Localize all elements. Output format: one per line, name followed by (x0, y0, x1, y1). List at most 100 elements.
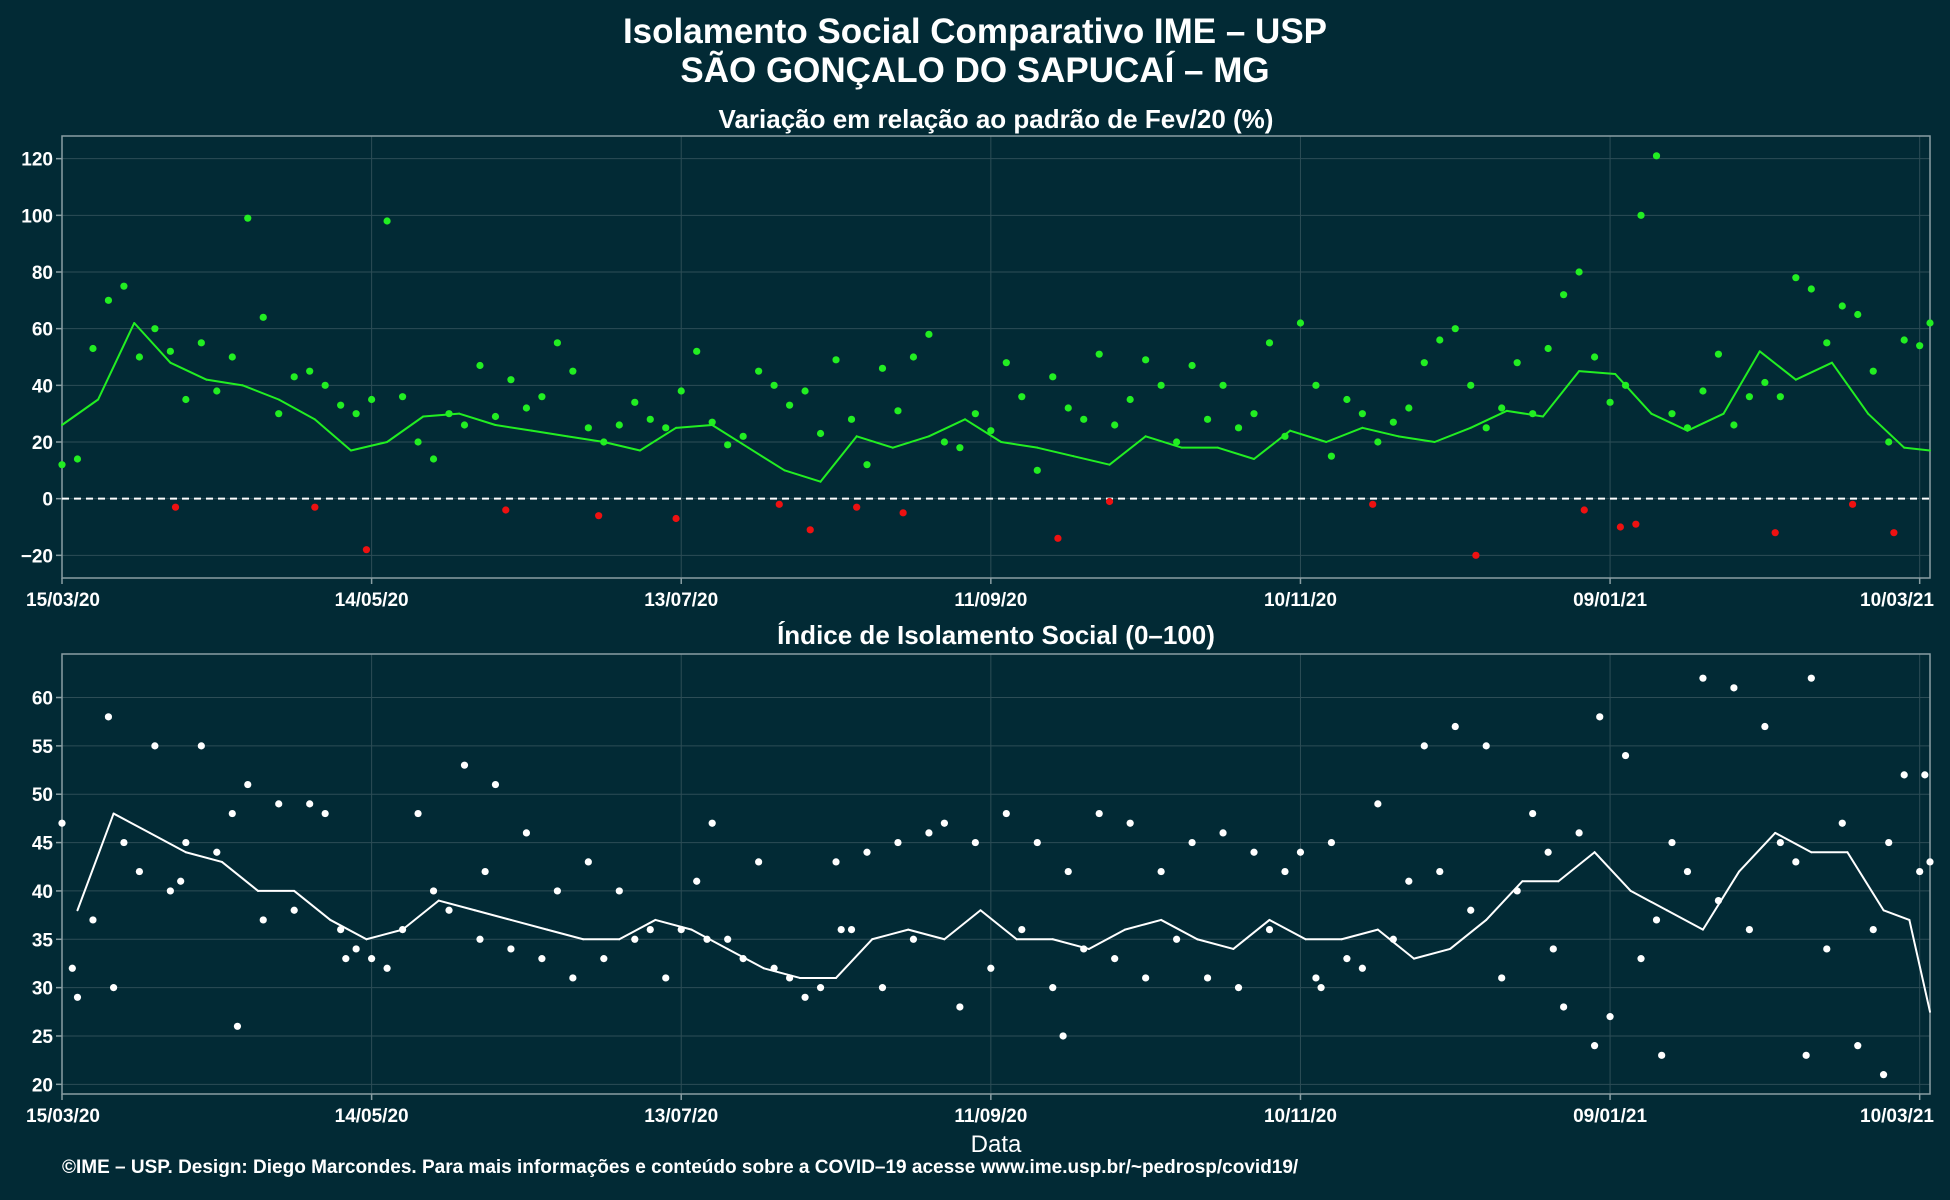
variation-data-point (368, 395, 376, 404)
variation-trend-line-segment (241, 384, 280, 401)
variation-data-point (73, 455, 82, 463)
index-data-point (1467, 906, 1475, 914)
index-data-point (1792, 858, 1800, 866)
index-data-point (631, 935, 639, 943)
index-data-point (306, 800, 314, 808)
variation-trend-line-segment (386, 415, 425, 443)
variation-data-point (1111, 421, 1119, 429)
index-data-point (73, 993, 82, 1001)
index-data-point (693, 877, 701, 885)
index-data-point (1823, 945, 1831, 953)
index-data-point (177, 877, 185, 885)
variation-data-point (971, 410, 979, 418)
variation-data-point (120, 282, 128, 290)
index-data-point (1730, 684, 1738, 692)
index-data-point (662, 974, 670, 982)
variation-data-point (595, 512, 603, 520)
variation-data-point (1327, 452, 1336, 460)
variation-data-point (853, 503, 861, 511)
variation-data-point (1126, 395, 1134, 404)
variation-data-point (398, 393, 407, 401)
index-trend-line-segment (546, 928, 585, 941)
variation-data-point (1219, 381, 1227, 389)
variation-data-point (476, 361, 484, 370)
variation-trend-line-segment (1758, 350, 1797, 381)
index-data-point (368, 955, 376, 963)
index-data-point (708, 819, 716, 827)
variation-data-point (878, 364, 887, 372)
index-data-point (213, 848, 221, 856)
variation-trend-line-segment (349, 441, 389, 452)
variation-trend-line-segment (675, 424, 714, 429)
index-data-point (1596, 713, 1604, 721)
index-data-point (816, 984, 825, 992)
variation-data-point (1054, 534, 1062, 542)
variation-data-point (290, 373, 298, 381)
index-trend-line-segment (76, 812, 115, 912)
variation-trend-line-segment (1541, 370, 1581, 418)
index-data-point (600, 955, 608, 963)
variation-data-point (58, 461, 66, 469)
index-data-point (383, 964, 391, 972)
variation-data-point (460, 421, 469, 429)
variation-data-point (832, 356, 840, 364)
index-trend-line-segment (835, 938, 874, 979)
index-trend-line-segment (979, 909, 1018, 941)
variation-data-point (362, 546, 371, 554)
variation-data-point (1916, 342, 1924, 350)
index-data-point (110, 984, 118, 992)
index-trend-line-segment (1557, 851, 1596, 883)
index-trend-line-segment (726, 947, 765, 970)
variation-data-point (677, 387, 685, 395)
variation-data-point (646, 415, 654, 423)
index-data-point (1838, 819, 1846, 827)
index-trend-line-segment (1449, 918, 1488, 950)
index-trend-line-segment (1232, 918, 1271, 950)
index-data-point (58, 819, 66, 827)
variation-data-point (1714, 350, 1723, 358)
variation-data-point (1823, 339, 1831, 347)
variation-data-point (89, 344, 97, 353)
variation-data-point (1389, 418, 1397, 426)
variation-data-point (816, 429, 825, 438)
index-data-point (1018, 926, 1026, 934)
chart-subtitle: SÃO GONÇALO DO SAPUCAÍ – MG (680, 51, 1270, 90)
index-data-point (1064, 867, 1072, 876)
variation-trend-line-segment (1253, 429, 1292, 460)
index-trend-line-segment (1087, 928, 1127, 950)
index-panel-title: Índice de Isolamento Social (0–100) (777, 620, 1215, 650)
variation-trend-line-segment (205, 378, 244, 387)
variation-data-point (1792, 274, 1800, 282)
index-data-point (837, 926, 845, 934)
variation-trend-line-segment (1108, 435, 1147, 466)
variation-data-point (197, 339, 205, 347)
index-data-point (538, 955, 546, 963)
index-data-point (166, 887, 174, 895)
variation-data-point (553, 339, 561, 347)
index-trend-line-segment (365, 928, 404, 941)
index-x-tick-label: 09/01/21 (1573, 1106, 1647, 1127)
index-trend-line-segment (1160, 918, 1199, 941)
index-data-point (1142, 974, 1150, 982)
variation-trend-line-segment (964, 418, 1003, 443)
variation-data-point (894, 407, 902, 415)
variation-data-point (724, 441, 732, 449)
index-data-point (1451, 722, 1459, 731)
variation-data-point (538, 393, 546, 401)
variation-x-tick-label: 14/05/20 (335, 590, 409, 611)
variation-data-point (987, 427, 995, 435)
variation-data-point (1049, 373, 1057, 381)
variation-data-point (1807, 285, 1815, 293)
variation-data-point (662, 424, 670, 432)
index-data-point (507, 945, 515, 953)
variation-x-tick-label: 10/11/20 (1264, 590, 1337, 611)
variation-data-point (491, 412, 500, 421)
variation-data-point (1296, 319, 1305, 327)
index-data-point (104, 713, 113, 721)
index-trend-line-segment (1774, 831, 1813, 854)
variation-data-point (584, 424, 592, 432)
index-trend-line-segment (437, 899, 476, 912)
variation-data-point (1203, 415, 1212, 423)
variation-x-tick-label: 11/09/20 (954, 590, 1027, 611)
index-data-point (1126, 819, 1134, 827)
